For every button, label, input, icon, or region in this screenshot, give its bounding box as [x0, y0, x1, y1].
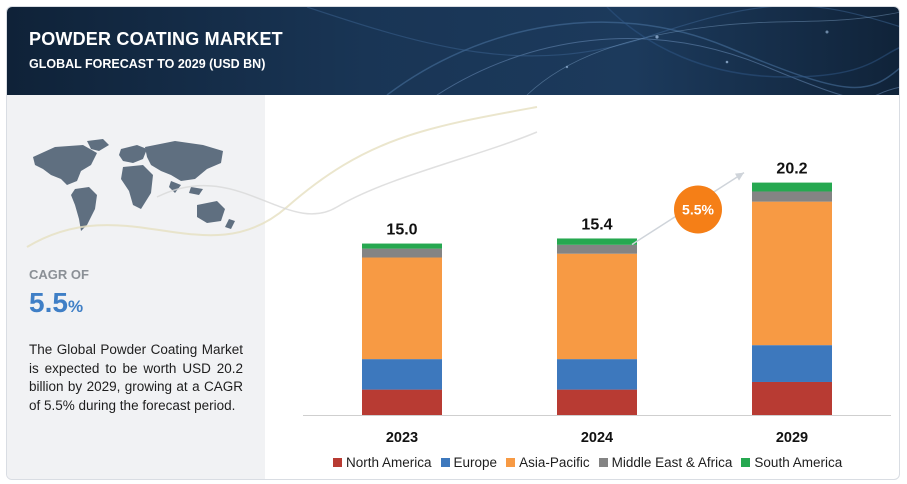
bar-2024-middle-east-africa: [557, 244, 637, 254]
legend-label-south-america: South America: [754, 454, 843, 470]
summary-panel: CAGR OF 5.5% The Global Powder Coating M…: [7, 95, 265, 479]
cagr-number: 5.5: [29, 287, 68, 318]
banner-decoration: [306, 7, 899, 95]
legend-swatch-europe: [440, 457, 450, 467]
chart-decoration: [26, 106, 891, 416]
bar-2023-europe: [362, 359, 442, 390]
cagr-badge-group: 5.5%: [631, 171, 745, 246]
legend-item-south-america: South America: [741, 455, 842, 470]
bar-2029-asia-pacific: [752, 201, 832, 346]
cagr-unit: %: [67, 297, 84, 316]
legend-item-north-america: North America: [333, 455, 432, 470]
legend-item-asia-pacific: Asia-Pacific: [506, 455, 590, 470]
total-label-2029: 20.2: [776, 161, 807, 178]
infographic-frame: POWDER COATING MARKET GLOBAL FORECAST TO…: [6, 6, 900, 480]
legend-label-europe: Europe: [453, 454, 498, 470]
bar-2024-north-america: [557, 389, 637, 415]
bar-2029-middle-east-africa: [752, 191, 832, 202]
total-label-2024: 15.4: [581, 216, 612, 233]
bar-2023-middle-east-africa: [362, 248, 442, 258]
labels-group: 15.0 2023 15.4 2024 20.2 2029: [386, 161, 808, 446]
x-tick-label-2029: 2029: [776, 430, 808, 446]
x-tick-label-2023: 2023: [386, 430, 418, 446]
cagr-value: 5.5%: [29, 287, 83, 319]
header-banner: POWDER COATING MARKET GLOBAL FORECAST TO…: [7, 7, 899, 95]
bar-2024-europe: [557, 359, 637, 390]
bar-2024-south-america: [557, 238, 637, 245]
bars-group: [362, 182, 832, 415]
legend-swatch-asia-pacific: [506, 457, 516, 467]
decor-swoosh-1: [26, 106, 538, 248]
cagr-badge-label: 5.5%: [682, 201, 714, 217]
chart-legend: North America Europe Asia-Pacific Middle Ea…: [333, 454, 851, 470]
world-map-icon: [33, 139, 235, 231]
legend-swatch-middle-east-africa: [598, 457, 608, 467]
x-tick-label-2024: 2024: [581, 430, 613, 446]
legend-item-europe: Europe: [440, 454, 498, 470]
bar-2029-north-america: [752, 381, 832, 415]
legend-swatch-south-america: [741, 457, 751, 467]
bar-2023-south-america: [362, 243, 442, 249]
bar-2029-europe: [752, 345, 832, 382]
page-title: POWDER COATING MARKET: [29, 29, 283, 49]
cagr-badge: [674, 185, 722, 234]
legend-label-middle-east-africa: Middle East & Africa: [611, 454, 733, 470]
bar-2023-north-america: [362, 389, 442, 415]
cagr-label: CAGR OF: [29, 267, 89, 282]
bar-2029-south-america: [752, 182, 832, 192]
stacked-bar-chart: 15.0 2023 15.4 2024 20.2 2029 5.5%: [26, 106, 891, 446]
total-label-2023: 15.0: [386, 222, 417, 239]
bar-2024-asia-pacific: [557, 253, 637, 360]
legend-label-north-america: North America: [346, 454, 432, 470]
legend-swatch-north-america: [333, 457, 342, 467]
page-subtitle: GLOBAL FORECAST TO 2029 (USD BN): [29, 57, 266, 71]
bar-2023-asia-pacific: [362, 257, 442, 360]
growth-arrow-head: [735, 172, 744, 181]
market-description: The Global Powder Coating Market is expe…: [29, 342, 243, 413]
decor-swoosh-2: [156, 131, 538, 215]
legend-item-middle-east-africa: Middle East & Africa: [598, 454, 733, 470]
legend-label-asia-pacific: Asia-Pacific: [519, 454, 590, 470]
